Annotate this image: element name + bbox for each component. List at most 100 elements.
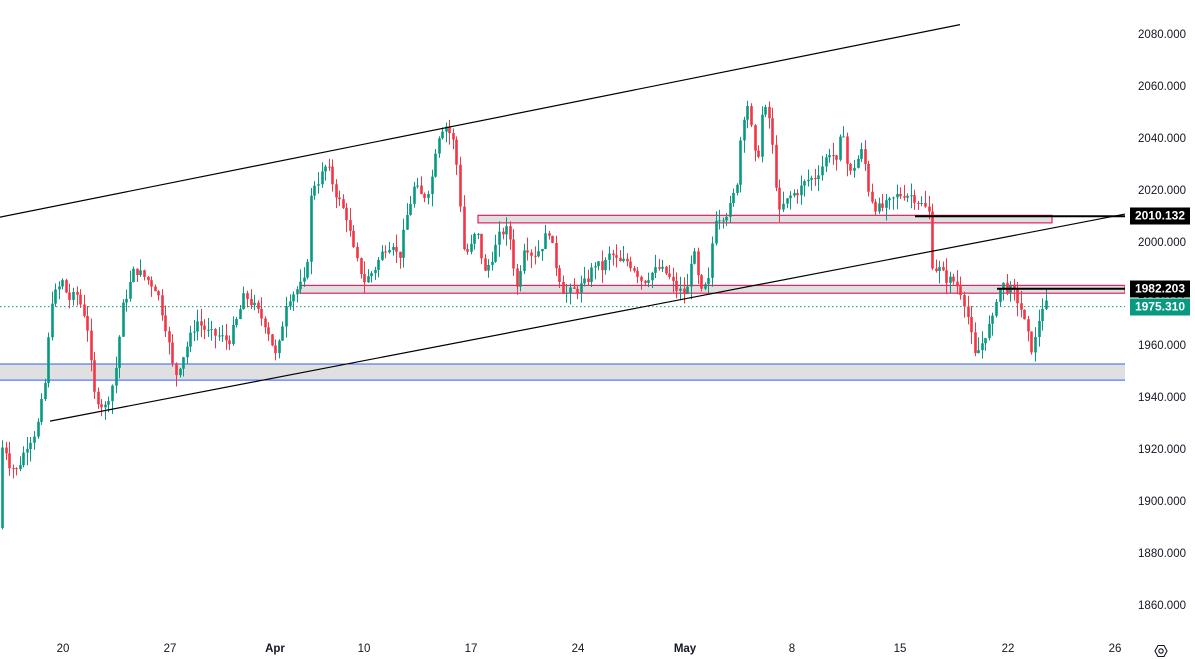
candle-down bbox=[360, 258, 363, 275]
candle-up bbox=[896, 193, 899, 198]
candle-down bbox=[534, 255, 537, 257]
candle-up bbox=[232, 324, 235, 344]
candle-down bbox=[338, 197, 341, 200]
candle-up bbox=[388, 250, 391, 253]
candle-down bbox=[356, 246, 359, 259]
candle-down bbox=[250, 298, 253, 306]
candle-down bbox=[665, 266, 668, 274]
candle-down bbox=[956, 281, 959, 287]
candle-up bbox=[72, 292, 75, 300]
candle-down bbox=[952, 276, 955, 282]
candle-down bbox=[452, 133, 455, 140]
candle-up bbox=[61, 280, 64, 287]
candle-up bbox=[470, 243, 473, 252]
candle-up bbox=[789, 195, 792, 199]
candle-down bbox=[626, 258, 629, 262]
time-axis[interactable]: 20 27 Apr 10 17 24 May 8 15 22 26 bbox=[0, 636, 1125, 659]
price-tick-label: 2000.000 bbox=[1138, 236, 1186, 249]
candle-up bbox=[1, 447, 4, 529]
candle-up bbox=[22, 452, 25, 466]
candle-down bbox=[913, 195, 916, 203]
candle-up bbox=[392, 247, 395, 251]
candle-up bbox=[438, 138, 441, 154]
candle-down bbox=[480, 233, 483, 259]
candle-up bbox=[715, 220, 718, 244]
candle-down bbox=[931, 211, 934, 269]
candle-down bbox=[86, 315, 89, 331]
chart-pane[interactable] bbox=[0, 0, 1125, 636]
candle-down bbox=[1020, 303, 1023, 310]
candle-up bbox=[431, 176, 434, 195]
candle-down bbox=[644, 280, 647, 283]
candle-down bbox=[771, 118, 774, 145]
candle-up bbox=[569, 287, 572, 293]
candle-up bbox=[839, 136, 842, 160]
candle-up bbox=[736, 184, 739, 193]
candle-up bbox=[441, 131, 444, 139]
candle-up bbox=[26, 449, 29, 453]
candle-up bbox=[427, 194, 430, 198]
candle-up bbox=[711, 243, 714, 278]
candle-down bbox=[335, 184, 338, 198]
candle-down bbox=[484, 258, 487, 271]
candle-up bbox=[1041, 308, 1044, 322]
candle-up bbox=[761, 114, 764, 157]
candle-up bbox=[179, 368, 182, 376]
candle-up bbox=[817, 175, 820, 180]
candle-up bbox=[104, 404, 107, 408]
candle-up bbox=[434, 153, 437, 177]
price-tick-label: 1860.000 bbox=[1138, 599, 1186, 612]
candle-up bbox=[661, 266, 664, 269]
candle-down bbox=[775, 144, 778, 188]
candle-down bbox=[881, 203, 884, 208]
candle-up bbox=[416, 185, 419, 187]
candle-up bbox=[565, 292, 568, 294]
price-axis[interactable]: 2080.000 2060.000 2040.000 2020.000 2000.000… bbox=[1125, 0, 1195, 636]
candle-up bbox=[218, 335, 221, 337]
candle-up bbox=[40, 399, 43, 422]
candle-down bbox=[835, 155, 838, 160]
candle-up bbox=[111, 385, 114, 402]
candle-down bbox=[548, 233, 551, 236]
candle-down bbox=[459, 164, 462, 207]
candle-up bbox=[732, 192, 735, 204]
candle-up bbox=[842, 136, 845, 138]
candle-down bbox=[502, 231, 505, 235]
candle-down bbox=[750, 106, 753, 126]
candle-up bbox=[370, 273, 373, 277]
candle-down bbox=[658, 267, 661, 269]
candle-up bbox=[746, 106, 749, 120]
candle-down bbox=[100, 404, 103, 408]
candle-up bbox=[129, 281, 132, 299]
candle-up bbox=[491, 261, 494, 265]
candle-up bbox=[44, 383, 47, 400]
candle-up bbox=[296, 289, 299, 295]
candle-up bbox=[654, 267, 657, 273]
candle-up bbox=[289, 301, 292, 307]
candle-down bbox=[917, 202, 920, 204]
candlestick-chart[interactable] bbox=[0, 0, 1125, 636]
candle-down bbox=[12, 468, 15, 470]
candle-up bbox=[590, 267, 593, 282]
candle-up bbox=[544, 233, 547, 249]
candle-up bbox=[722, 220, 725, 222]
candle-up bbox=[793, 193, 796, 196]
candle-up bbox=[51, 303, 54, 338]
candle-down bbox=[562, 281, 565, 294]
price-tick-label: 1920.000 bbox=[1138, 444, 1186, 457]
settings-gear-button[interactable] bbox=[1153, 643, 1169, 659]
candle-down bbox=[150, 280, 153, 287]
candle-up bbox=[1002, 282, 1005, 290]
candle-up bbox=[810, 178, 813, 180]
candle-up bbox=[604, 259, 607, 271]
candle-down bbox=[619, 257, 622, 262]
candle-up bbox=[367, 276, 370, 283]
candle-up bbox=[1045, 300, 1048, 309]
candle-down bbox=[675, 280, 678, 291]
candle-up bbox=[888, 198, 891, 201]
candle-up bbox=[292, 294, 295, 302]
candle-up bbox=[374, 269, 377, 274]
candle-up bbox=[58, 286, 61, 290]
candle-up bbox=[704, 284, 707, 289]
candle-up bbox=[115, 367, 118, 386]
